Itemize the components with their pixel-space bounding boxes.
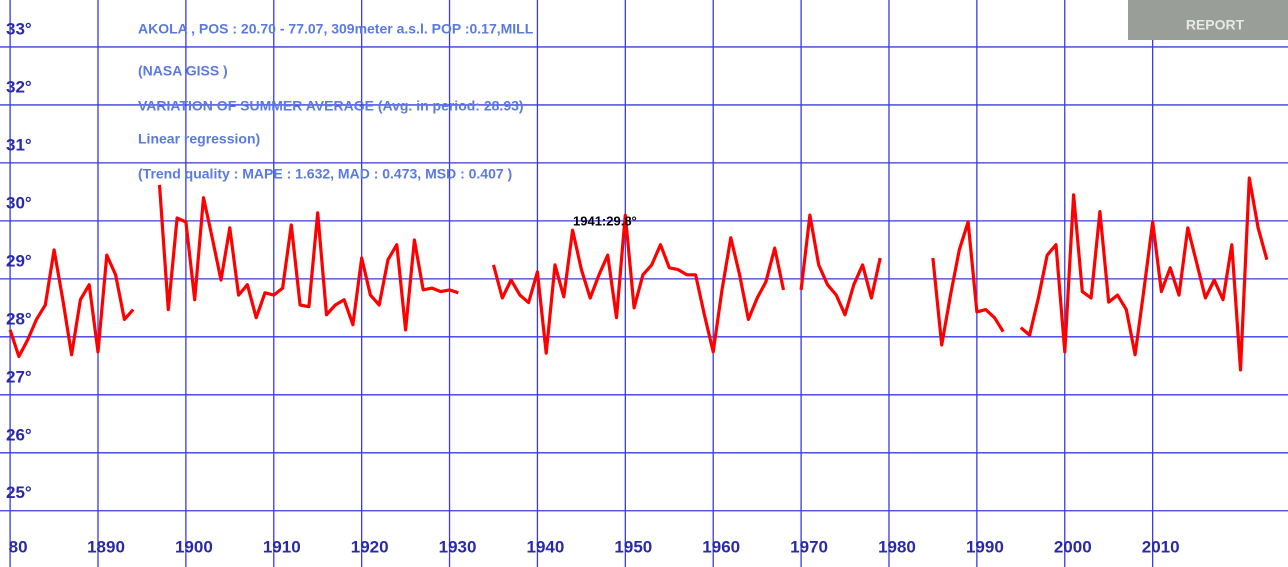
x-tick-label: 1980 [878,537,916,556]
subtitle: VARIATION OF SUMMER AVERAGE (Avg. in per… [138,98,524,114]
x-tick-label: 1930 [439,537,477,556]
x-tick-label: 2010 [1142,537,1180,556]
y-tick-label: 32° [6,77,32,96]
x-tick-label: 1890 [87,537,125,556]
x-tick-label: 2000 [1054,537,1092,556]
y-tick-label: 26° [6,425,32,444]
subtitle: (Trend quality : MAPE : 1.632, MAD : 0.4… [138,166,512,182]
chart-title: AKOLA , POS : 20.70 - 77.07, 309meter a.… [138,21,534,37]
y-tick-label: 31° [6,135,32,154]
y-tick-label: 28° [6,309,32,328]
subtitle: (NASA GISS ) [138,63,228,79]
x-tick-label: 1950 [614,537,652,556]
x-tick-label: 1900 [175,537,213,556]
subtitle: Linear regression) [138,131,260,147]
x-tick-label: 1990 [966,537,1004,556]
y-tick-label: 29° [6,251,32,270]
y-tick-label: 27° [6,367,32,386]
y-tick-label: 33° [6,19,32,38]
y-tick-label: 30° [6,193,32,212]
annotation: 1941:29.8° [573,213,637,228]
chart: AKOLA , POS : 20.70 - 77.07, 309meter a.… [0,0,1288,567]
x-tick-label: 1920 [351,537,389,556]
x-tick-label: 1910 [263,537,301,556]
x-tick-label: 1940 [527,537,565,556]
x-tick-label: 1960 [702,537,740,556]
y-tick-label: 25° [6,483,32,502]
x-tick-label: 80 [9,537,28,556]
x-tick-label: 1970 [790,537,828,556]
watermark: REPORT [1186,17,1245,33]
